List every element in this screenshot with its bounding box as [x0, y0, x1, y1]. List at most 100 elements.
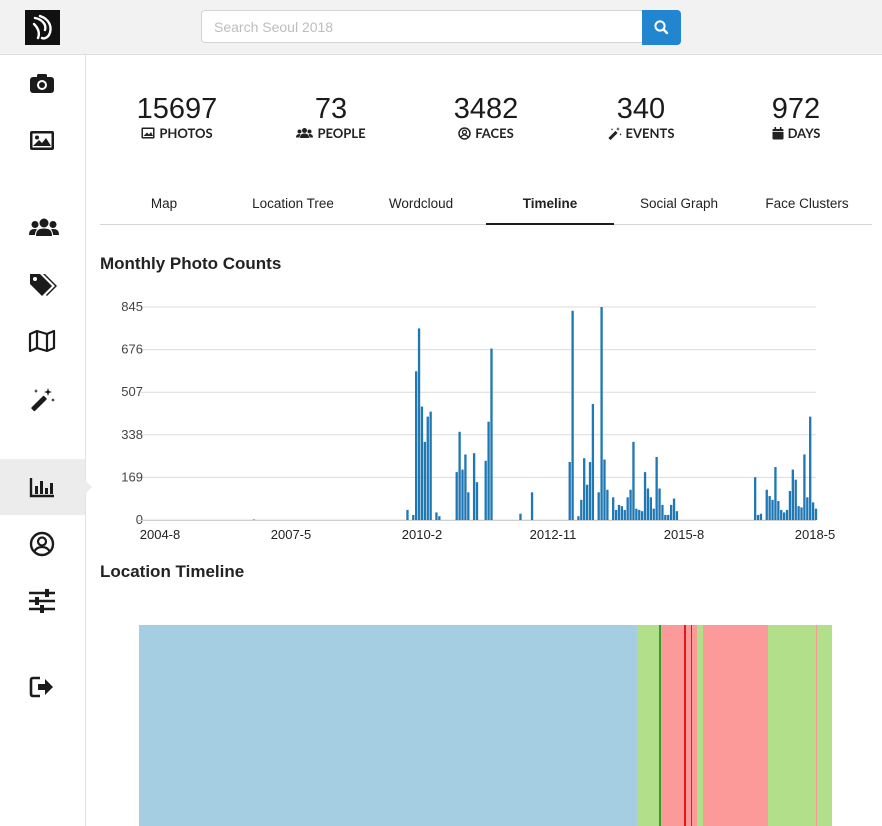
sidebar-item-map[interactable] [0, 313, 85, 369]
bar [490, 348, 493, 520]
location-segment[interactable] [139, 625, 637, 826]
search-button[interactable] [642, 10, 681, 45]
sidebar-item-tags[interactable] [0, 256, 85, 312]
bar [797, 506, 800, 520]
search-bar [201, 10, 681, 45]
bar [626, 497, 629, 520]
y-tick-label: 169 [121, 469, 143, 484]
logo-icon [32, 14, 52, 40]
user-circle-icon [29, 531, 55, 557]
y-tick-label: 845 [121, 299, 143, 314]
user-circle-icon [458, 126, 471, 140]
sidebar-item-albums[interactable] [0, 112, 85, 168]
top-bar [0, 0, 882, 55]
x-tick-label: 2007-5 [271, 527, 311, 542]
bar [412, 514, 415, 520]
location-segment[interactable] [767, 625, 806, 826]
bar [591, 404, 595, 520]
bar [655, 456, 658, 520]
location-segment[interactable] [684, 625, 686, 826]
bar [472, 453, 476, 520]
bar [649, 497, 653, 520]
tab-location-tree[interactable]: Location Tree [252, 196, 334, 211]
tab-wordcloud[interactable]: Wordcloud [388, 196, 454, 211]
bar [638, 509, 641, 520]
sidebar-item-events[interactable] [0, 370, 85, 426]
bar [782, 512, 786, 520]
bar [252, 519, 256, 520]
bar [519, 513, 522, 520]
bar [765, 489, 768, 520]
stat-people-value: 73 [314, 93, 348, 125]
sidebar-item-logout[interactable] [0, 658, 85, 714]
stat-events-value: 340 [616, 93, 666, 125]
bar [530, 492, 534, 520]
tab-social-graph[interactable]: Social Graph [639, 196, 719, 211]
y-tick-label: 338 [121, 427, 143, 442]
y-tick-label: 676 [121, 342, 143, 357]
bar [467, 492, 470, 520]
x-tick-label: 2018-5 [795, 527, 835, 542]
bar [464, 454, 467, 520]
location-segment[interactable] [805, 625, 807, 826]
location-timeline-chart [139, 625, 832, 826]
bar [643, 472, 647, 520]
bar [612, 497, 615, 520]
bar [577, 516, 580, 520]
location-segment[interactable] [685, 625, 692, 826]
location-segment[interactable] [816, 625, 818, 826]
location-segment[interactable] [691, 625, 693, 826]
bar [803, 454, 806, 520]
sidebar-item-settings[interactable] [0, 572, 85, 628]
map-icon [28, 329, 56, 353]
sidebar-item-people[interactable] [0, 199, 85, 255]
location-timeline-title: Location Timeline [100, 562, 245, 581]
users-icon [296, 128, 314, 138]
sliders-icon [29, 589, 55, 613]
bar [777, 501, 780, 520]
stat-days: 972 DAYS [726, 92, 866, 140]
bar [426, 416, 429, 520]
bar [461, 469, 464, 520]
stat-photos: 15697 PHOTOS [107, 92, 247, 140]
stat-faces-value: 3482 [453, 93, 519, 125]
bar [597, 492, 600, 520]
bar [768, 496, 771, 520]
bar [661, 504, 664, 520]
location-segment[interactable] [636, 625, 660, 826]
location-segment[interactable] [696, 625, 704, 826]
location-segment[interactable] [806, 625, 817, 826]
stat-people: 73 PEOPLE [261, 92, 401, 140]
bar [788, 491, 792, 520]
location-segment[interactable] [703, 625, 768, 826]
bar [571, 310, 574, 520]
location-segment[interactable] [660, 625, 685, 826]
x-tick-label: 2012-11 [530, 527, 577, 542]
stat-days-value: 972 [771, 93, 821, 125]
sidebar-item-profile[interactable] [0, 515, 85, 571]
magic-wand-icon [31, 388, 55, 412]
image-icon [141, 127, 155, 139]
logo[interactable] [25, 10, 60, 45]
bar [414, 371, 418, 520]
location-segment[interactable] [692, 625, 697, 826]
bar [771, 499, 774, 520]
bar [809, 416, 812, 520]
tab-face-clusters[interactable]: Face Clusters [765, 196, 849, 211]
bar [629, 489, 632, 520]
search-input[interactable] [201, 10, 642, 43]
x-tick-label: 2010-2 [402, 527, 442, 542]
stat-days-label: DAYS [787, 125, 821, 141]
tab-timeline[interactable]: Timeline [486, 184, 614, 225]
bar [475, 482, 479, 520]
location-segment[interactable] [816, 625, 832, 826]
bar [652, 508, 655, 520]
sidebar-item-photos[interactable] [0, 55, 85, 111]
sidebar-item-statistics[interactable] [0, 459, 92, 515]
bar [811, 502, 815, 520]
location-segment[interactable] [659, 625, 661, 826]
magic-wand-icon [607, 126, 622, 140]
tab-map[interactable]: Map [150, 196, 178, 211]
bar [420, 406, 424, 520]
bar [617, 504, 621, 520]
